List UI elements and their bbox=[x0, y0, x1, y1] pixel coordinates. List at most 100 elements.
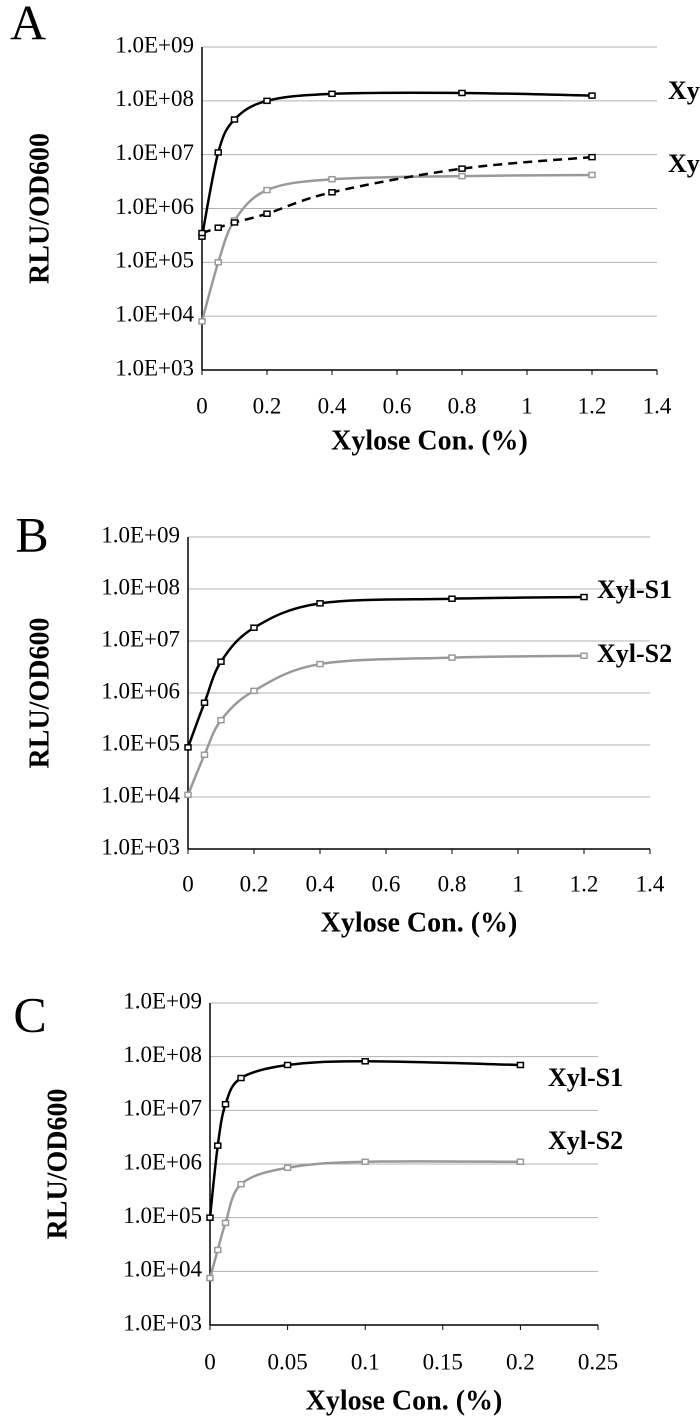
series-label: Xyl-S1 bbox=[548, 1063, 623, 1092]
x-tick-label: 0.6 bbox=[383, 393, 412, 418]
y-tick-label: 1.0E+09 bbox=[115, 32, 194, 57]
data-point bbox=[361, 1058, 369, 1065]
series-line bbox=[201, 155, 593, 235]
data-point bbox=[214, 1246, 222, 1254]
data-point bbox=[580, 652, 588, 660]
y-tick-label: 1.0E+03 bbox=[101, 834, 180, 859]
y-axis-title: RLU/OD600 bbox=[24, 618, 55, 769]
data-point bbox=[214, 224, 222, 231]
data-point bbox=[448, 654, 456, 661]
data-point bbox=[516, 1158, 525, 1166]
data-point bbox=[263, 186, 271, 194]
data-point bbox=[458, 172, 466, 180]
x-tick-label: 0.2 bbox=[506, 1349, 535, 1374]
x-tick-label: 0.15 bbox=[423, 1349, 463, 1374]
data-point bbox=[221, 1100, 230, 1108]
x-tick-label: 0.05 bbox=[267, 1349, 307, 1374]
data-point bbox=[200, 751, 209, 758]
x-tick-label: 0.8 bbox=[438, 871, 467, 896]
x-tick-label: 1.4 bbox=[636, 871, 665, 896]
data-point bbox=[230, 116, 239, 123]
data-point bbox=[263, 97, 271, 105]
x-tick-label: 1 bbox=[512, 871, 524, 896]
y-tick-label: 1.0E+04 bbox=[115, 301, 194, 326]
y-tick-label: 1.0E+06 bbox=[101, 678, 180, 703]
series-label: Xyl-S2 bbox=[597, 639, 672, 668]
y-tick-label: 1.0E+07 bbox=[123, 1096, 202, 1121]
data-point bbox=[206, 1214, 214, 1221]
data-point bbox=[316, 600, 324, 607]
y-tick-label: 1.0E+09 bbox=[101, 522, 180, 547]
y-tick-label: 1.0E+04 bbox=[123, 1257, 202, 1282]
data-point bbox=[198, 229, 206, 237]
series-line bbox=[208, 1060, 521, 1218]
y-tick-label: 1.0E+06 bbox=[123, 1149, 202, 1174]
data-point bbox=[361, 1158, 369, 1166]
data-point bbox=[588, 171, 596, 179]
x-tick-label: 0.8 bbox=[448, 393, 477, 418]
x-tick-label: 1.2 bbox=[570, 871, 599, 896]
data-point bbox=[184, 791, 192, 799]
data-point bbox=[328, 175, 336, 183]
y-tick-label: 1.0E+05 bbox=[123, 1203, 202, 1228]
x-tick-label: 0 bbox=[196, 393, 208, 418]
data-point bbox=[458, 89, 466, 97]
y-tick-label: 1.0E+08 bbox=[115, 86, 194, 111]
x-axis-title: Xylose Con. (%) bbox=[321, 907, 518, 938]
series-line bbox=[186, 654, 585, 796]
data-point bbox=[250, 687, 258, 695]
data-point bbox=[221, 1219, 230, 1227]
x-axis-title: Xylose Con. (%) bbox=[306, 1385, 503, 1416]
data-point bbox=[283, 1061, 292, 1069]
series-line bbox=[208, 1160, 521, 1279]
data-point bbox=[263, 210, 271, 217]
data-point bbox=[237, 1180, 245, 1188]
series-line bbox=[200, 173, 593, 322]
x-tick-label: 0.25 bbox=[578, 1349, 618, 1374]
data-point bbox=[580, 593, 588, 601]
x-tick-label: 0.1 bbox=[351, 1349, 380, 1374]
series-line bbox=[186, 595, 585, 748]
x-tick-label: 0.2 bbox=[253, 393, 282, 418]
series-label: Xyl-S2 bbox=[548, 1126, 623, 1155]
y-tick-label: 1.0E+04 bbox=[101, 782, 180, 807]
data-point bbox=[214, 259, 222, 266]
y-tick-label: 1.0E+03 bbox=[115, 355, 194, 380]
data-point bbox=[184, 744, 192, 751]
series-label: Xyl-S1 bbox=[668, 76, 700, 105]
data-point bbox=[200, 699, 209, 706]
data-point bbox=[458, 165, 466, 172]
data-point bbox=[206, 1274, 214, 1282]
data-point bbox=[198, 318, 206, 325]
x-tick-label: 1 bbox=[521, 393, 533, 418]
y-tick-label: 1.0E+05 bbox=[115, 248, 194, 273]
panel-label: A bbox=[10, 0, 46, 50]
x-tick-label: 0.6 bbox=[372, 871, 401, 896]
y-tick-label: 1.0E+08 bbox=[101, 574, 180, 599]
data-point bbox=[516, 1061, 525, 1069]
x-tick-label: 0.2 bbox=[240, 871, 269, 896]
series-label: Xyl-S1 bbox=[597, 575, 672, 604]
data-point bbox=[214, 149, 222, 156]
y-tick-label: 1.0E+08 bbox=[123, 1042, 202, 1067]
x-tick-label: 0 bbox=[182, 871, 194, 896]
y-tick-label: 1.0E+03 bbox=[123, 1310, 202, 1335]
data-point bbox=[217, 716, 225, 724]
x-tick-label: 0 bbox=[204, 1349, 216, 1374]
x-axis-title: Xylose Con. (%) bbox=[331, 425, 528, 456]
y-axis-title: RLU/OD600 bbox=[42, 1089, 73, 1240]
x-tick-label: 0.4 bbox=[306, 871, 335, 896]
data-point bbox=[316, 660, 324, 668]
data-point bbox=[250, 624, 258, 631]
y-tick-label: 1.0E+09 bbox=[123, 988, 202, 1013]
y-axis-title: RLU/OD600 bbox=[24, 133, 55, 284]
data-point bbox=[283, 1164, 292, 1172]
data-point bbox=[230, 219, 239, 226]
series-label: Xyl-S2 bbox=[668, 149, 700, 178]
data-point bbox=[328, 90, 336, 98]
data-point bbox=[217, 658, 225, 665]
y-tick-label: 1.0E+07 bbox=[101, 626, 180, 651]
x-tick-label: 1.2 bbox=[578, 393, 607, 418]
y-tick-label: 1.0E+07 bbox=[115, 140, 194, 165]
